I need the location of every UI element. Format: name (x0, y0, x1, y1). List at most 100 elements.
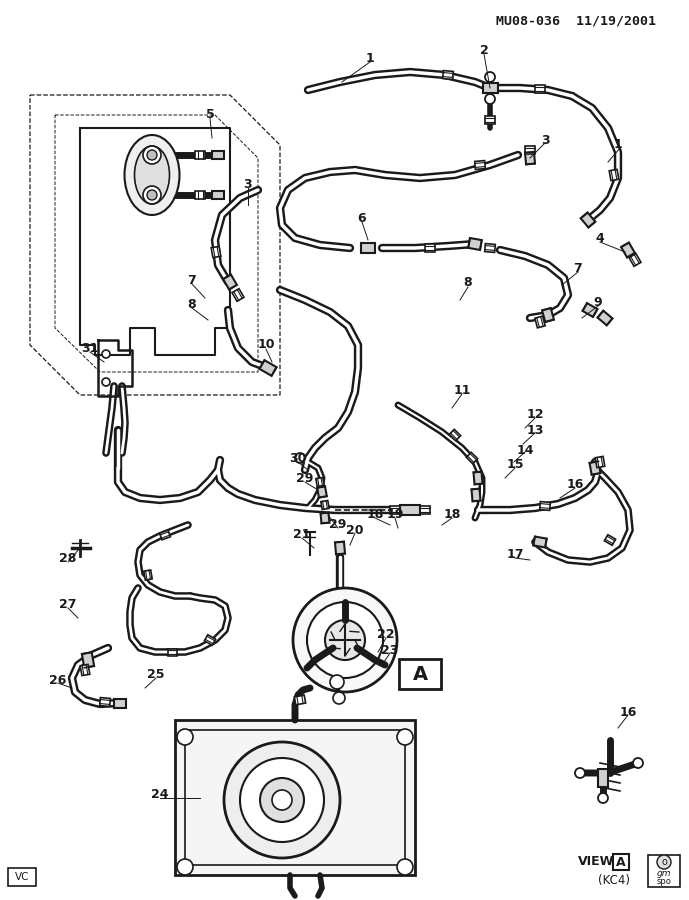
FancyBboxPatch shape (399, 659, 441, 689)
Circle shape (575, 768, 585, 778)
Bar (361, 243, 375, 253)
Circle shape (598, 793, 608, 803)
Bar (609, 169, 619, 181)
Text: A: A (413, 665, 428, 685)
Text: 1: 1 (366, 51, 374, 65)
Circle shape (143, 186, 161, 204)
Bar (420, 506, 430, 514)
Bar (212, 247, 220, 257)
Circle shape (485, 72, 495, 82)
Text: 8: 8 (187, 299, 196, 311)
Bar (223, 274, 237, 290)
Bar (525, 151, 535, 165)
Circle shape (143, 146, 161, 164)
Bar (485, 116, 495, 124)
Bar (598, 769, 608, 787)
Text: 1: 1 (614, 139, 622, 151)
Text: (KC4): (KC4) (598, 874, 630, 887)
Bar (621, 243, 635, 257)
Circle shape (260, 778, 304, 822)
Bar (533, 536, 546, 547)
Bar (539, 501, 551, 510)
Text: 3: 3 (541, 133, 549, 147)
Text: 11: 11 (453, 383, 471, 397)
Text: 8: 8 (464, 276, 473, 290)
Text: 19: 19 (387, 508, 404, 521)
Bar (114, 698, 126, 707)
Bar (321, 500, 329, 509)
Bar (597, 310, 613, 325)
Text: 7: 7 (187, 274, 196, 286)
Bar (542, 308, 554, 322)
Bar (335, 542, 345, 554)
Bar (185, 730, 405, 865)
Bar (466, 453, 477, 464)
Bar (583, 303, 597, 317)
Text: 18: 18 (443, 508, 461, 521)
Text: gm: gm (657, 869, 671, 878)
Text: 3: 3 (244, 178, 252, 192)
Circle shape (147, 190, 157, 200)
Bar (390, 506, 400, 514)
Text: spo: spo (657, 878, 672, 886)
Text: A: A (616, 856, 626, 868)
Circle shape (147, 150, 157, 160)
Bar (471, 489, 480, 501)
Circle shape (330, 675, 344, 689)
Bar (425, 244, 435, 252)
Bar (475, 160, 485, 169)
Circle shape (177, 859, 193, 875)
Text: 30: 30 (289, 453, 307, 465)
Text: 10: 10 (257, 338, 275, 352)
Text: 24: 24 (152, 788, 169, 802)
Text: 20: 20 (347, 524, 364, 536)
Text: VIEW: VIEW (578, 855, 615, 868)
Text: MU08-036  11/19/2001: MU08-036 11/19/2001 (496, 14, 656, 27)
Bar (82, 652, 94, 668)
Bar (535, 316, 545, 328)
Text: 21: 21 (294, 528, 311, 542)
Circle shape (633, 758, 643, 768)
Bar (212, 151, 224, 159)
Text: 23: 23 (381, 644, 399, 656)
Circle shape (333, 692, 345, 704)
Circle shape (485, 94, 495, 104)
Ellipse shape (125, 135, 180, 215)
Bar (482, 83, 497, 93)
Text: VC: VC (14, 872, 29, 882)
Bar (316, 478, 324, 487)
Text: 13: 13 (526, 424, 544, 436)
Bar (317, 486, 327, 498)
Circle shape (272, 790, 292, 810)
Bar (473, 472, 482, 484)
Text: 26: 26 (50, 673, 67, 687)
Bar (629, 254, 641, 266)
Bar (195, 151, 205, 159)
Text: 12: 12 (526, 409, 544, 421)
Text: 15: 15 (506, 458, 524, 472)
Text: 28: 28 (59, 552, 76, 564)
Bar (613, 854, 629, 870)
Bar (80, 664, 90, 676)
Text: 7: 7 (574, 262, 582, 274)
Bar (160, 530, 170, 540)
Bar (100, 698, 110, 706)
Bar (175, 720, 415, 875)
Text: 16: 16 (619, 706, 637, 718)
Bar (595, 456, 605, 468)
Circle shape (325, 620, 365, 660)
Ellipse shape (134, 146, 169, 204)
Bar (205, 634, 216, 645)
Bar (442, 70, 453, 79)
Bar (604, 535, 616, 545)
Bar (167, 649, 176, 655)
Text: 5: 5 (205, 109, 214, 122)
Text: 29: 29 (296, 472, 313, 485)
Text: 31: 31 (81, 341, 99, 355)
Circle shape (224, 742, 340, 858)
Text: 9: 9 (594, 295, 602, 309)
Bar (212, 191, 224, 199)
Text: 6: 6 (358, 212, 367, 224)
Bar (484, 244, 495, 252)
Circle shape (177, 729, 193, 745)
